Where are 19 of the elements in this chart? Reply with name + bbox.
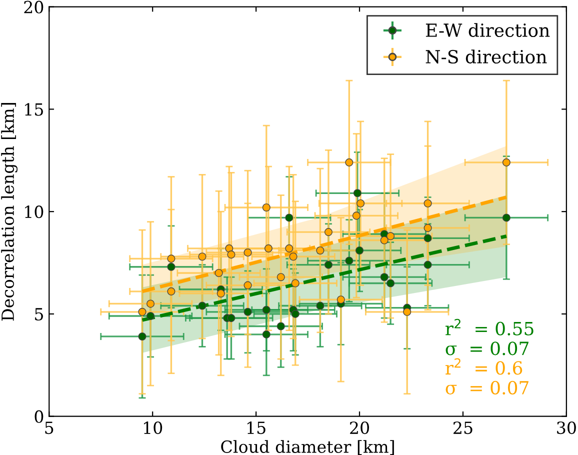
y-tick-label: 15 [25, 103, 43, 116]
x-tick-label: 30 [557, 421, 576, 434]
y-tick-label: 20 [24, 0, 44, 14]
y-tick-label: 0 [34, 410, 44, 423]
x-tick-label: 10 [144, 421, 162, 434]
x-tick-label: 15 [247, 421, 266, 434]
x-tick-label: 5 [45, 422, 54, 434]
annotation: r$^{2}$ = 0.6 [446, 358, 522, 375]
y-tick-label: 10 [25, 206, 44, 218]
annotation: σ = 0.07 [446, 380, 528, 395]
legend-label: E-W direction [426, 23, 550, 38]
x-axis-title: Cloud diameter [km] [221, 440, 394, 455]
y-axis-title: Decorrelation length [km] [1, 103, 18, 321]
annotation: σ = 0.07 [446, 342, 528, 356]
annotation: r$^{2}$ = 0.55 [446, 318, 534, 336]
x-tick-label: 25 [454, 421, 472, 434]
legend-label: N-S direction [426, 50, 547, 64]
x-tick-label: 20 [350, 421, 370, 434]
y-tick-label: 5 [35, 308, 43, 321]
